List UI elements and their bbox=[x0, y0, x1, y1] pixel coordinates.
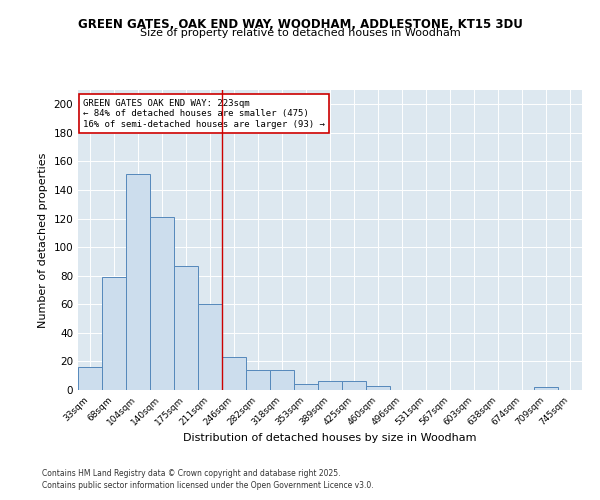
Bar bbox=[294, 384, 318, 390]
Y-axis label: Number of detached properties: Number of detached properties bbox=[38, 152, 48, 328]
Bar bbox=[366, 386, 390, 390]
Text: GREEN GATES, OAK END WAY, WOODHAM, ADDLESTONE, KT15 3DU: GREEN GATES, OAK END WAY, WOODHAM, ADDLE… bbox=[77, 18, 523, 30]
Bar bbox=[318, 382, 342, 390]
Bar bbox=[174, 266, 198, 390]
X-axis label: Distribution of detached houses by size in Woodham: Distribution of detached houses by size … bbox=[183, 432, 477, 442]
Bar bbox=[222, 357, 246, 390]
Bar bbox=[342, 382, 366, 390]
Bar bbox=[126, 174, 150, 390]
Text: GREEN GATES OAK END WAY: 223sqm
← 84% of detached houses are smaller (475)
16% o: GREEN GATES OAK END WAY: 223sqm ← 84% of… bbox=[83, 99, 325, 129]
Text: Size of property relative to detached houses in Woodham: Size of property relative to detached ho… bbox=[140, 28, 460, 38]
Bar bbox=[198, 304, 222, 390]
Bar bbox=[150, 217, 174, 390]
Bar bbox=[78, 367, 102, 390]
Bar bbox=[102, 277, 126, 390]
Bar bbox=[534, 387, 558, 390]
Bar bbox=[270, 370, 294, 390]
Bar bbox=[246, 370, 270, 390]
Text: Contains public sector information licensed under the Open Government Licence v3: Contains public sector information licen… bbox=[42, 481, 374, 490]
Text: Contains HM Land Registry data © Crown copyright and database right 2025.: Contains HM Land Registry data © Crown c… bbox=[42, 468, 341, 477]
